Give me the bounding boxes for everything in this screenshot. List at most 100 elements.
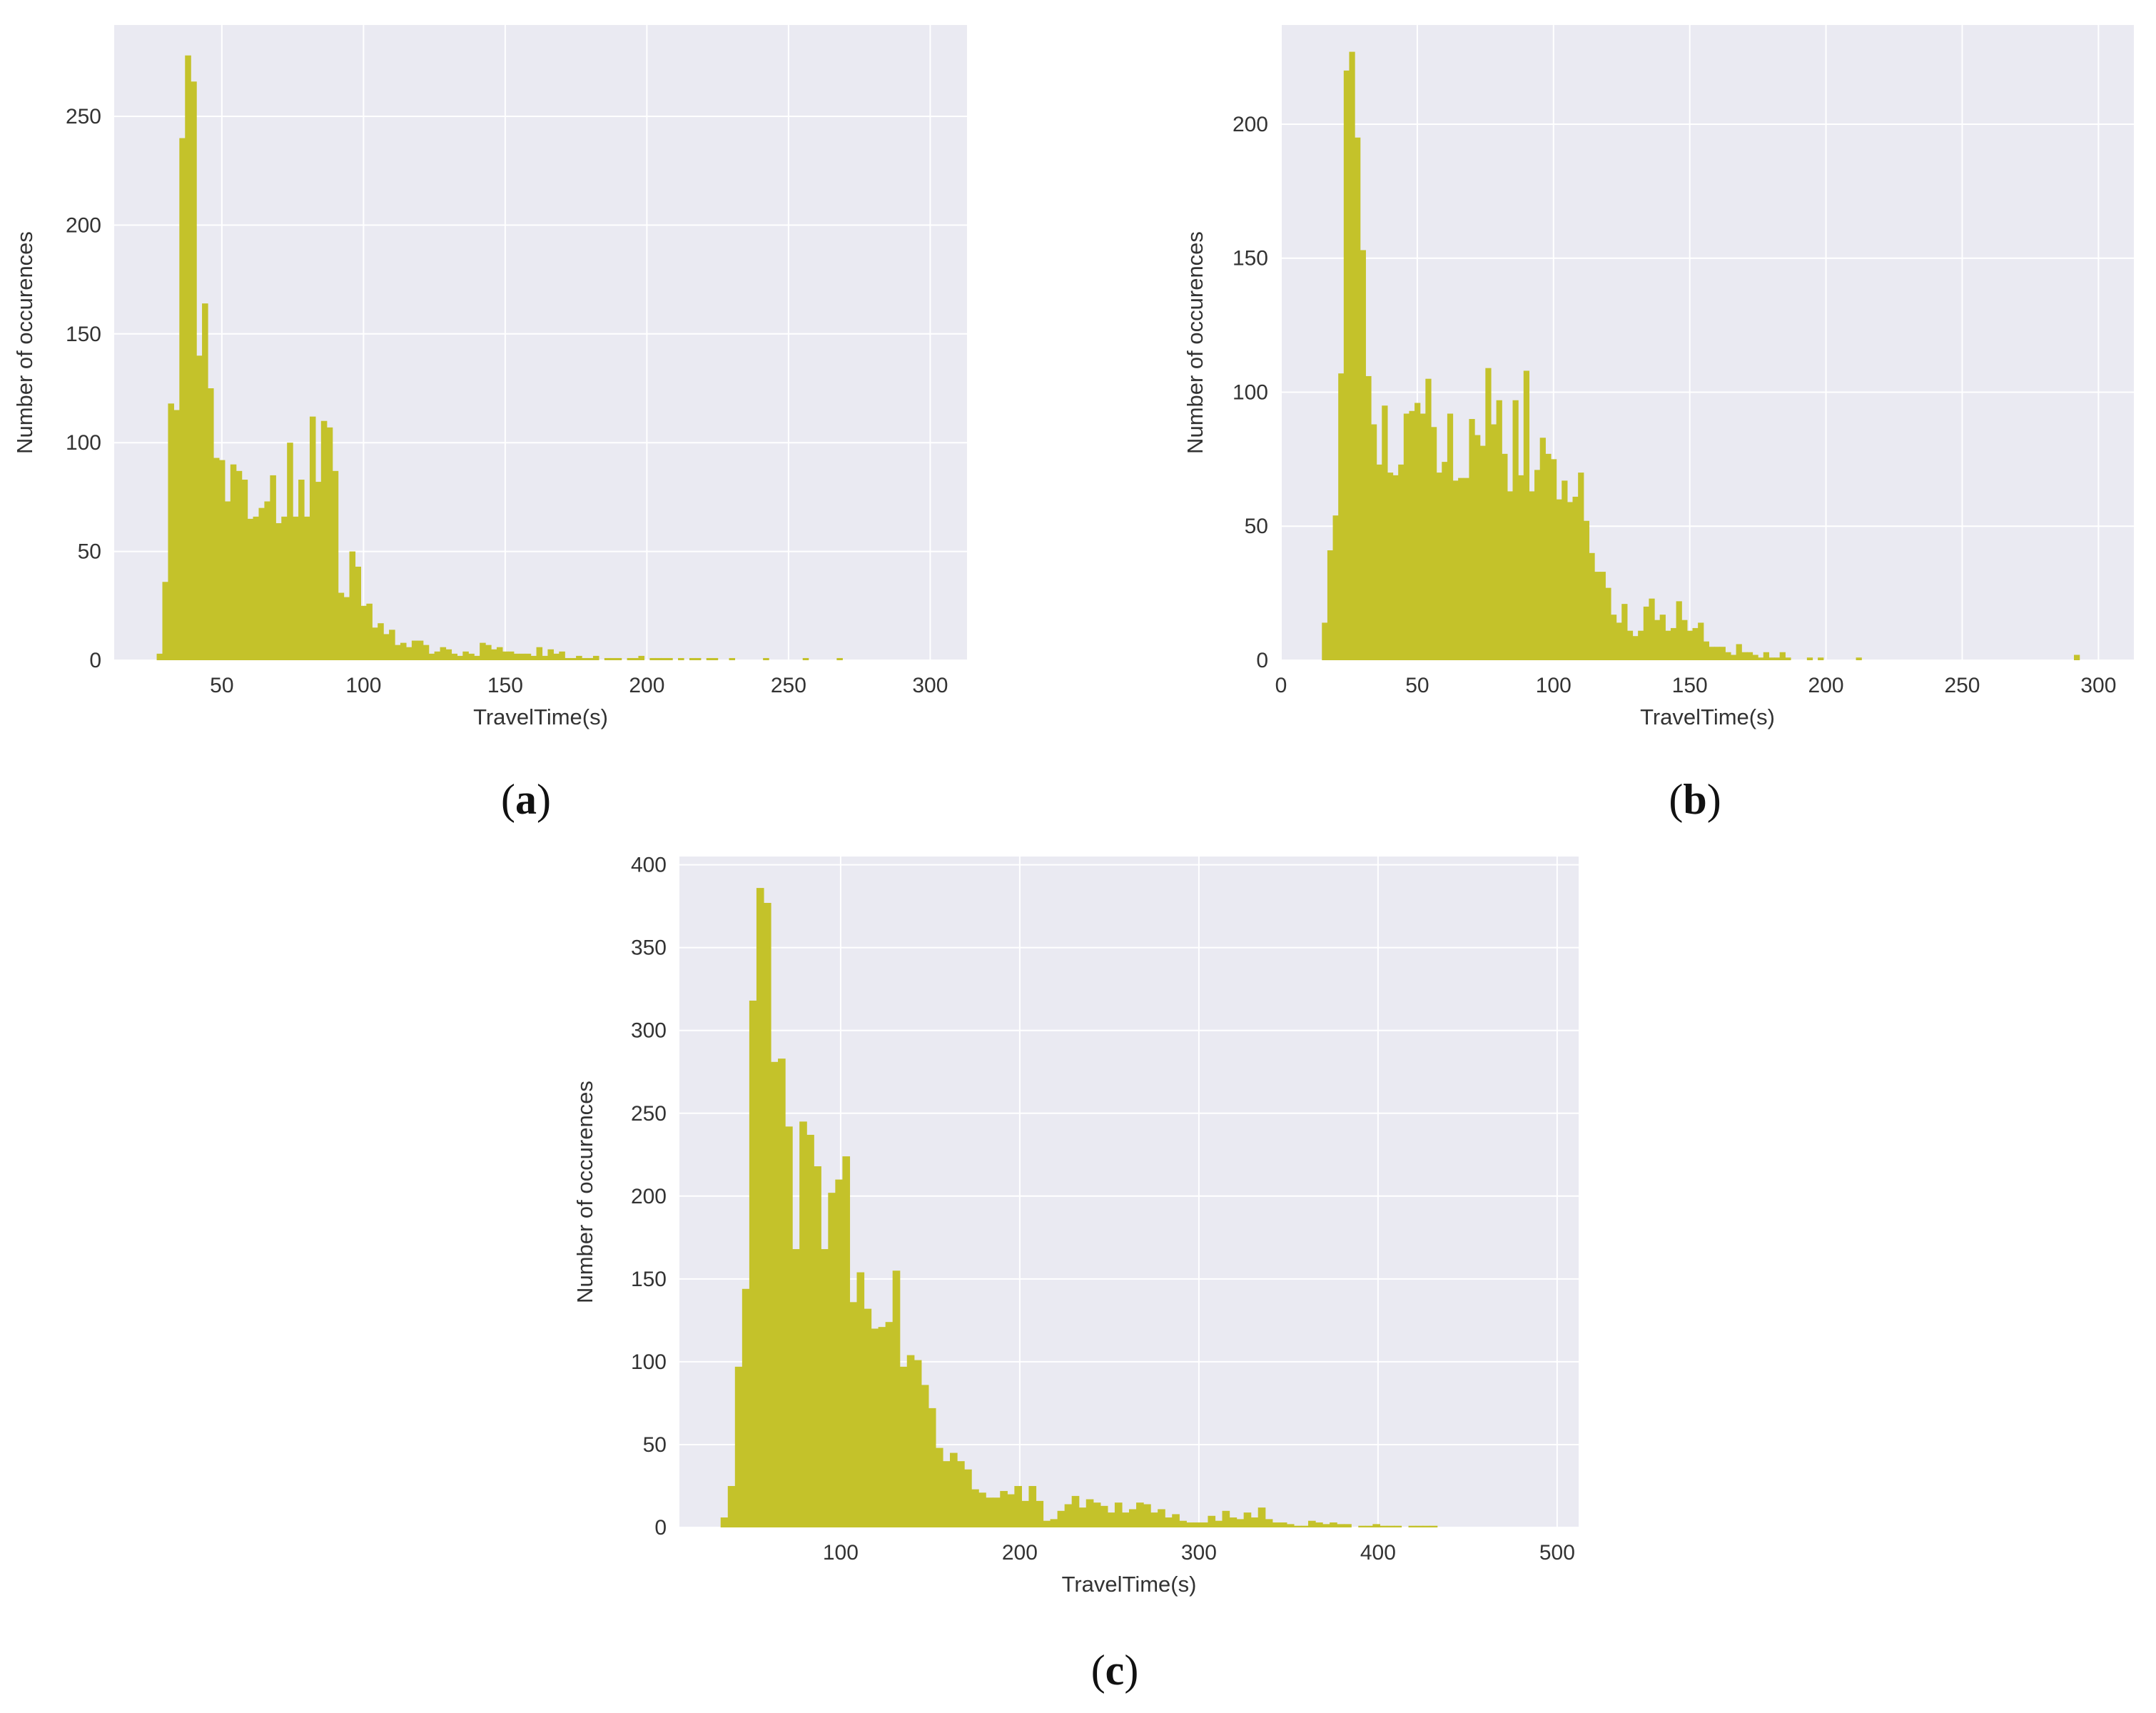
histogram-bar	[320, 420, 328, 660]
histogram-bar	[507, 651, 515, 660]
histogram-bar	[1539, 438, 1546, 660]
histogram-bar	[1114, 1502, 1123, 1527]
histogram-bar	[530, 655, 537, 660]
histogram-bar	[1021, 1500, 1030, 1527]
histogram-bar	[1415, 1525, 1424, 1527]
panel-label: (c)	[1091, 1647, 1139, 1694]
y-tick-label: 350	[631, 936, 667, 960]
panel-label-close-paren: )	[537, 776, 551, 823]
histogram-bar	[179, 138, 186, 660]
histogram-bar	[1638, 630, 1644, 660]
histogram-bar	[1692, 627, 1699, 660]
histogram-bar	[1654, 620, 1661, 660]
y-tick-label: 0	[654, 1516, 667, 1540]
histogram-bar	[689, 657, 696, 660]
histogram-bar	[1387, 473, 1394, 660]
panel-label-letter: b	[1683, 776, 1706, 823]
histogram-bar	[264, 501, 270, 660]
y-tick-label: 250	[631, 1102, 667, 1126]
histogram-bar	[957, 1461, 965, 1527]
histogram-bar	[1387, 1525, 1395, 1527]
histogram-bar	[892, 1270, 901, 1527]
histogram-bar	[196, 355, 203, 660]
x-tick-label: 200	[629, 674, 664, 697]
histogram-bar	[1616, 622, 1622, 660]
histogram-bar	[1518, 475, 1524, 660]
y-tick-label: 0	[1256, 649, 1268, 672]
histogram-bar	[468, 653, 475, 660]
histogram-bar	[1136, 1502, 1144, 1527]
histogram-bar	[360, 605, 367, 660]
x-tick-label: 250	[771, 674, 806, 697]
y-tick-label: 200	[631, 1185, 667, 1208]
x-tick-label: 150	[487, 674, 523, 697]
histogram-bar	[168, 403, 174, 660]
histogram-bar	[1337, 1524, 1345, 1527]
y-tick-label: 300	[631, 1019, 667, 1043]
histogram-bar	[1392, 475, 1399, 660]
histogram-bar	[542, 655, 549, 660]
histogram-bar	[247, 518, 254, 660]
histogram-bar	[1479, 445, 1486, 660]
histogram-bar	[1358, 1525, 1366, 1527]
histogram-bar	[1578, 473, 1584, 660]
histogram-bar	[802, 657, 809, 660]
histogram-bar	[849, 1302, 858, 1527]
histogram-bar	[451, 653, 457, 660]
histogram-bar	[1293, 1525, 1302, 1527]
histogram-bar	[1349, 51, 1355, 661]
histogram-bar	[1057, 1510, 1066, 1527]
histogram-bar	[609, 657, 617, 660]
histogram-bar	[422, 645, 430, 660]
histogram-bar	[1599, 572, 1606, 660]
histogram-bar	[1670, 627, 1677, 660]
panel-label-close-paren: )	[1707, 776, 1721, 823]
histogram-bar	[491, 649, 497, 660]
histogram-bar	[303, 516, 310, 660]
histogram-bar	[1463, 477, 1470, 660]
histogram-bar	[355, 566, 361, 660]
histogram-bar	[1403, 413, 1410, 660]
x-axis-label: TravelTime(s)	[473, 704, 608, 729]
histogram-bar	[993, 1497, 1001, 1527]
histogram-bar	[1355, 137, 1361, 661]
x-tick-label: 100	[823, 1541, 859, 1565]
histogram-bar	[913, 1360, 922, 1527]
histogram-bar	[712, 657, 719, 660]
histogram-bar	[343, 597, 350, 660]
histogram-bar	[389, 630, 395, 660]
histogram-bar	[293, 516, 299, 660]
histogram-bar	[1121, 1512, 1130, 1527]
histogram-bar	[678, 657, 684, 660]
histogram-bar	[1447, 413, 1454, 660]
histogram-bar	[395, 645, 401, 660]
histogram-bar	[1452, 480, 1459, 660]
histogram-bar	[1490, 424, 1497, 660]
histogram-bar	[372, 627, 378, 660]
histogram-bar	[553, 653, 560, 660]
histogram-bar	[1714, 647, 1721, 660]
histogram-bar	[1818, 657, 1824, 660]
histogram-bar	[445, 649, 452, 660]
histogram-bar	[749, 1000, 757, 1527]
histogram-bar	[462, 651, 469, 660]
histogram-bar	[1545, 453, 1552, 660]
histogram-bar	[906, 1355, 915, 1527]
histogram-bar	[785, 1126, 793, 1527]
histogram-bar	[632, 657, 639, 660]
histogram-bar	[935, 1447, 943, 1527]
histogram-bar	[1380, 1525, 1388, 1527]
histogram-bar	[1315, 1522, 1323, 1527]
histogram-bar	[1343, 70, 1350, 660]
chart-panel-c: 0 50 100 150 200 250 300 350 400 100 200 300 400 500 T…	[572, 854, 1579, 1694]
histogram-bar	[1725, 652, 1731, 660]
histogram-bar	[1322, 622, 1328, 660]
x-tick-label: 200	[1808, 674, 1844, 697]
histogram-bar	[1768, 657, 1775, 660]
histogram-bar	[1100, 1505, 1108, 1527]
histogram-bar	[871, 1328, 879, 1527]
histogram-bar	[230, 464, 237, 660]
histogram-bar	[661, 657, 667, 660]
histogram-bar	[1736, 644, 1742, 660]
histogram-bar	[1507, 491, 1514, 660]
